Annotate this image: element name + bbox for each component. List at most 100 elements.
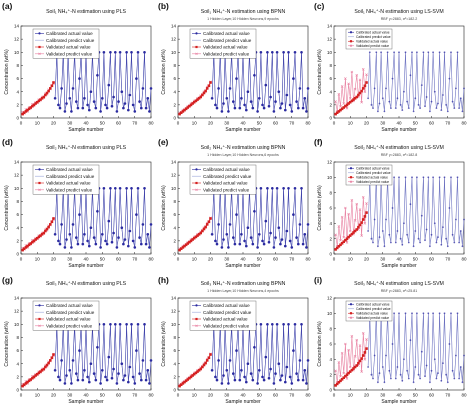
point-validated-actual [204,225,207,229]
point-calibrated-actual [210,369,214,372]
point-validated-actual [21,112,24,116]
point-calibrated-actual [253,346,256,349]
point-validated-actual [39,370,42,373]
point-calibrated-actual [123,374,127,377]
x-axis-label: Sample number [381,263,417,269]
legend-marker [38,188,41,192]
point-calibrated-actual [88,380,91,384]
point-calibrated-actual [424,375,426,378]
y-tick-label: 8 [16,199,19,204]
point-calibrated-actual [86,103,89,107]
point-calibrated-actual [140,106,143,110]
point-calibrated-actual [235,213,238,216]
panel-label: (c) [314,1,325,11]
point-calibrated-actual [435,107,438,109]
point-calibrated-actual [407,377,410,380]
chart-title: Soil₁ NH₄⁺-N estimation using BPNN [201,9,286,15]
point-validated-actual [45,227,49,231]
point-calibrated-actual [99,246,102,249]
point-validated-actual [32,103,36,107]
point-calibrated-actual [461,110,464,113]
legend-marker [195,45,198,49]
point-validated-actual [358,223,362,227]
legend-label: Validated predict value [203,187,250,192]
point-validated-predict [360,100,363,104]
point-calibrated-actual [71,359,75,362]
legend-box [189,300,257,331]
point-calibrated-actual [110,104,114,108]
legend-marker [349,180,353,183]
point-validated-actual [194,99,198,103]
x-tick-label: 30 [380,121,386,126]
point-calibrated-actual [53,369,57,372]
point-validated-actual [365,81,368,84]
y-tick-label: 8 [329,63,332,68]
point-validated-actual [178,248,181,252]
point-calibrated-actual [222,374,225,377]
point-calibrated-actual [94,378,98,382]
point-validated-actual [191,102,194,105]
point-calibrated-actual [417,237,420,240]
point-calibrated-actual [409,74,412,77]
panel-label: (i) [314,275,322,285]
point-calibrated-actual [130,323,133,326]
point-validated-actual [34,238,37,241]
point-validated-actual [52,353,55,356]
point-validated-predict [337,93,341,96]
legend-marker [195,181,198,185]
point-calibrated-actual [115,246,119,249]
point-validated-actual [348,100,352,104]
point-calibrated-actual [427,51,430,54]
point-validated-actual [45,91,49,95]
chart-panel-a: (a) Soil₁ NH₄⁺-N estimation using PLS 0 10 2… [2,1,154,133]
point-calibrated-actual [300,51,303,54]
point-calibrated-actual [275,51,279,54]
y-axis-label: Concentration (wt%) [161,185,167,231]
point-validated-predict [358,208,362,211]
point-validated-actual [360,89,363,93]
point-calibrated-actual [414,97,417,100]
point-calibrated-actual [104,103,107,107]
point-calibrated-actual [118,51,122,54]
point-calibrated-actual [123,102,127,105]
series-calibrated-actual [367,177,465,247]
point-validated-actual [201,365,204,369]
point-calibrated-actual [57,375,60,379]
y-tick-label: 12 [171,309,177,314]
point-calibrated-actual [303,233,307,236]
point-calibrated-actual [143,51,146,54]
x-tick-label: 80 [305,257,311,262]
point-calibrated-actual [420,214,423,217]
point-calibrated-actual [306,223,310,226]
chart-subtitle: RBF γ=2883, σ²=182.2 [381,17,418,21]
point-calibrated-actual [68,97,72,100]
point-calibrated-actual [456,312,459,315]
x-axis-label: Sample number [68,127,104,133]
point-validated-actual [188,376,191,380]
point-validated-actual [352,98,355,101]
y-tick-label: 6 [329,206,332,211]
point-calibrated-actual [398,51,400,54]
point-validated-predict [345,241,349,244]
point-calibrated-actual [442,226,444,229]
point-calibrated-actual [385,354,387,357]
point-calibrated-actual [285,229,289,233]
point-calibrated-actual [228,223,232,226]
legend-marker [38,52,41,56]
x-axis-label: Sample number [225,399,261,405]
chart-panel-g: (g) Soil₃ NH₄⁺-N estimation using PLS 0 10 2… [2,275,154,405]
point-validated-actual [197,369,201,372]
point-calibrated-actual [122,106,125,110]
point-calibrated-actual [274,236,277,239]
point-validated-predict [334,100,337,103]
point-calibrated-actual [149,223,153,226]
point-calibrated-actual [435,377,438,380]
point-calibrated-actual [136,51,140,54]
point-calibrated-actual [112,95,115,99]
point-calibrated-actual [409,203,412,206]
point-calibrated-actual [383,245,386,248]
y-axis-label: Concentration (wt%) [317,185,323,231]
point-calibrated-actual [131,239,135,243]
point-validated-actual [37,371,41,375]
